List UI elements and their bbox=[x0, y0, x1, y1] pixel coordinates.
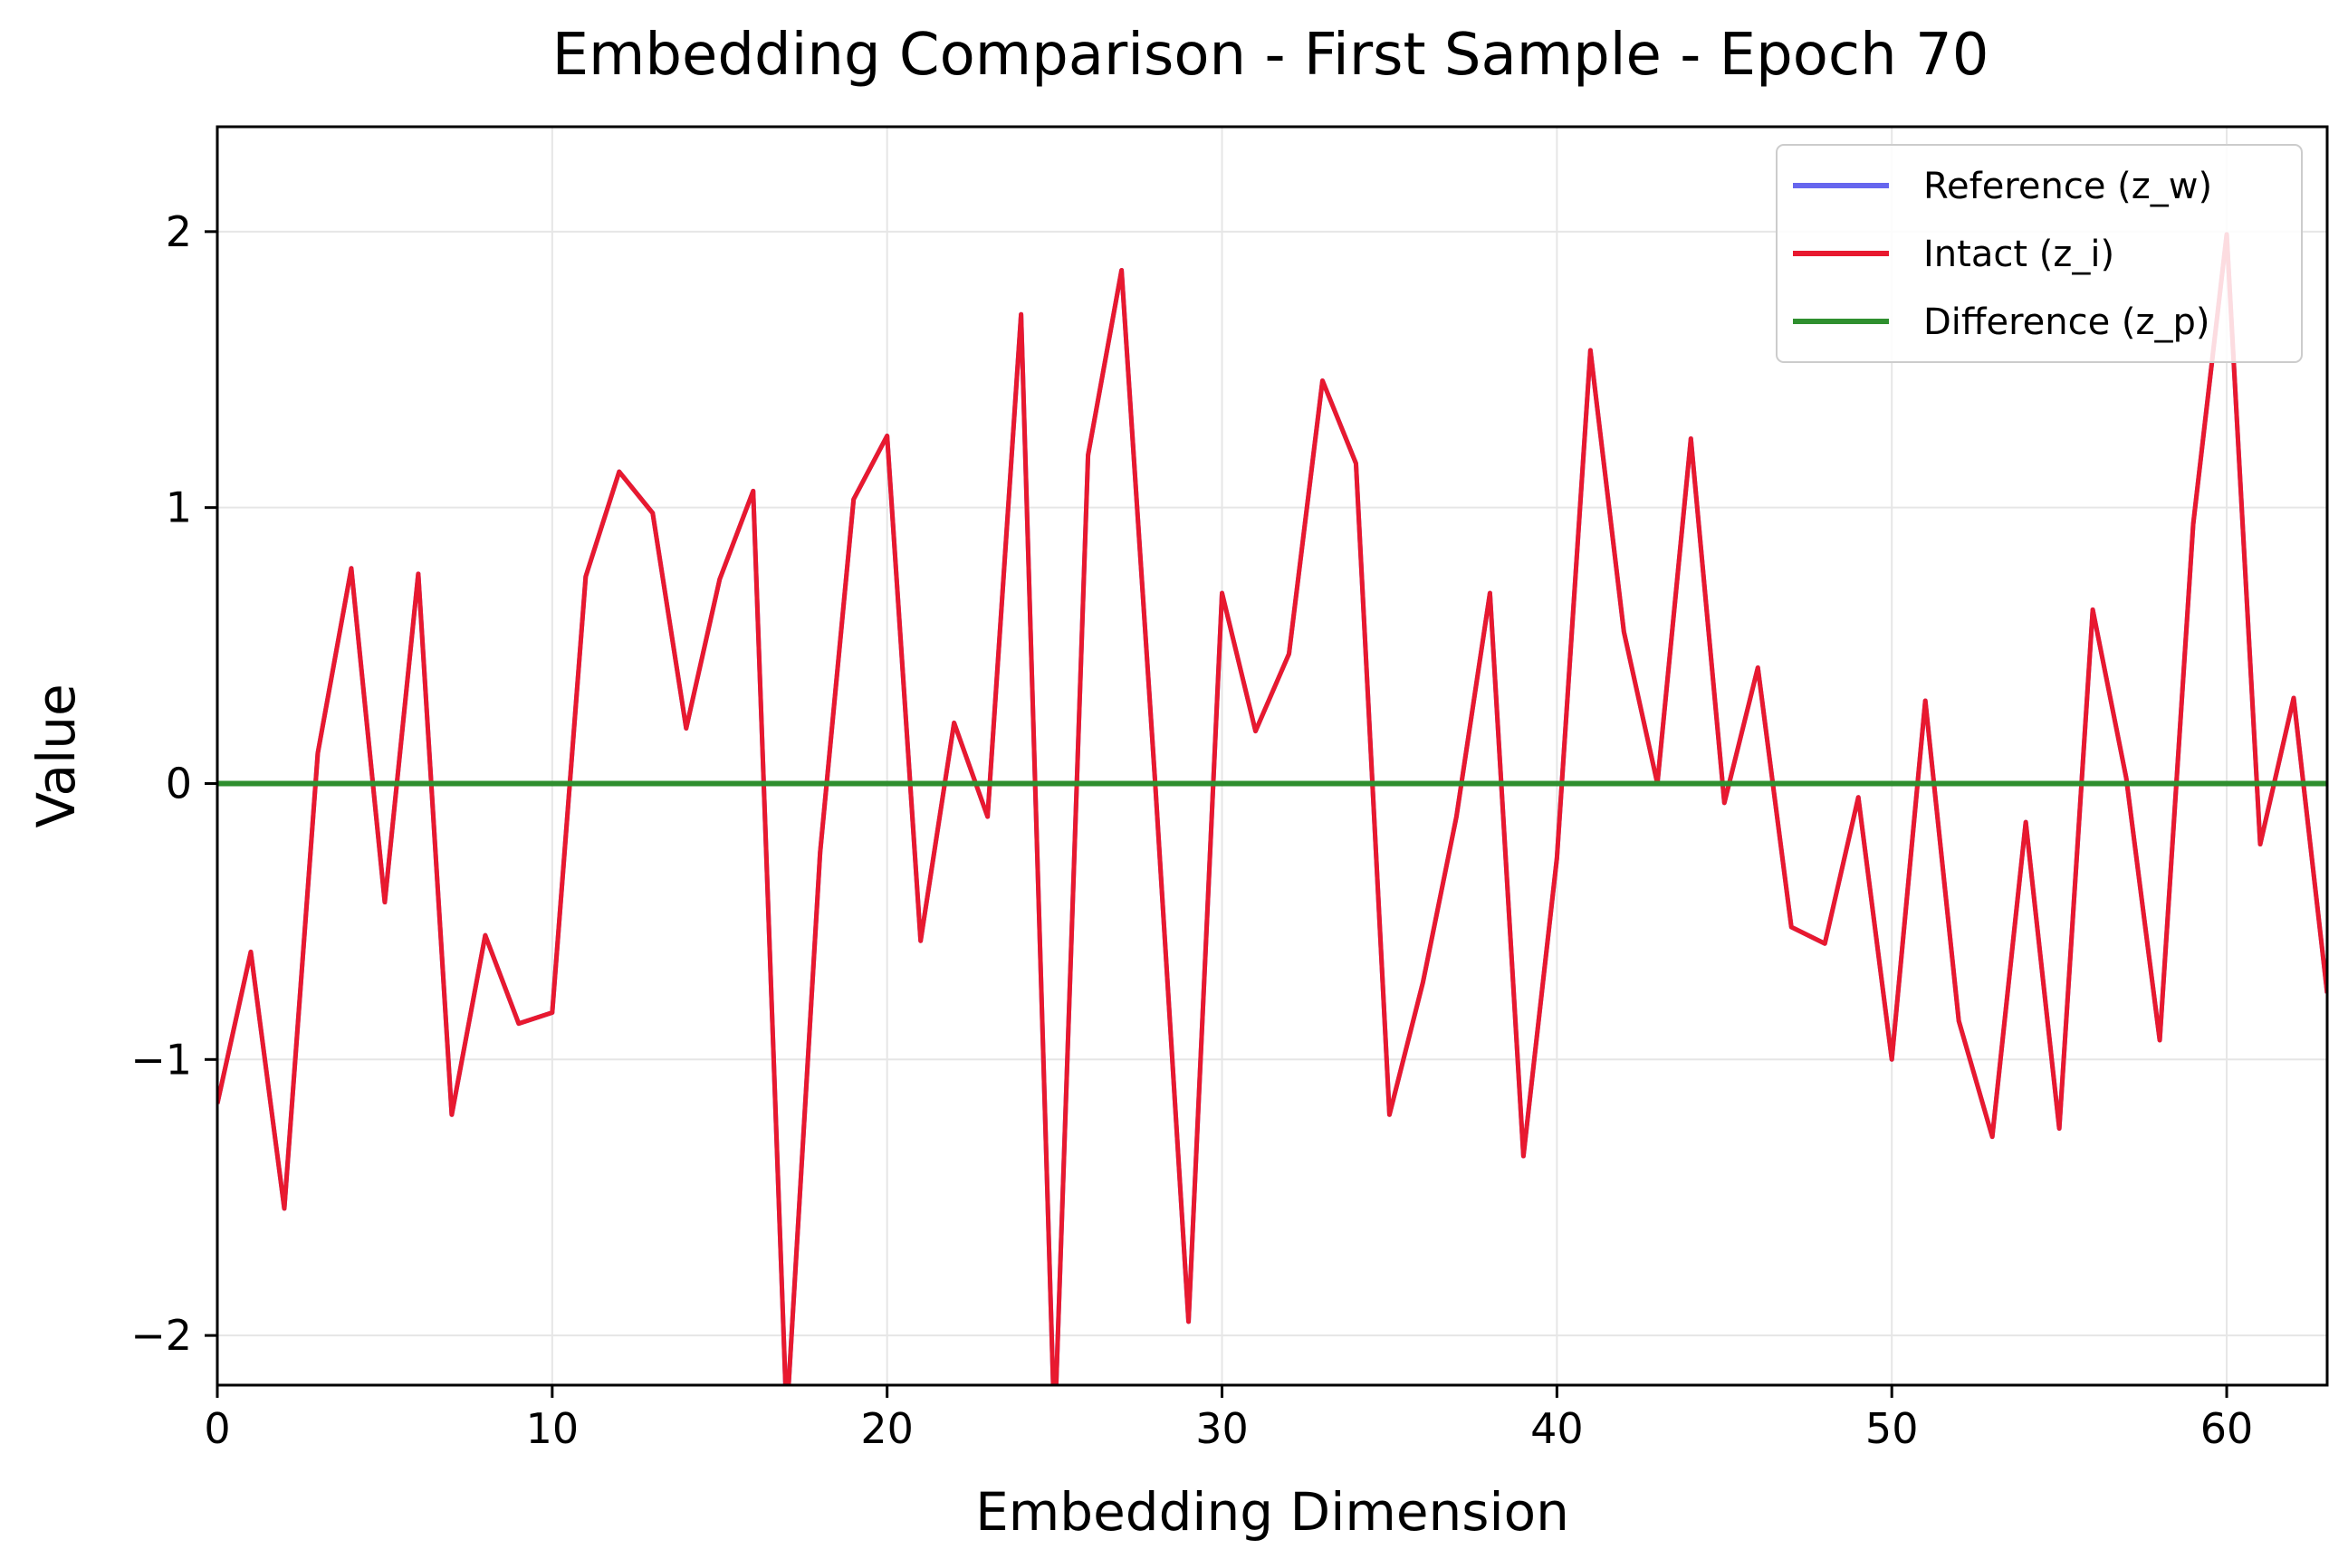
chart-title: Embedding Comparison - First Sample - Ep… bbox=[552, 22, 1989, 89]
x-tick-label: 0 bbox=[204, 1404, 230, 1453]
y-tick-label: 2 bbox=[166, 207, 192, 256]
x-tick-label: 30 bbox=[1195, 1404, 1249, 1453]
y-tick-label: −1 bbox=[130, 1035, 192, 1084]
y-tick-label: 1 bbox=[166, 483, 192, 532]
x-tick-label: 60 bbox=[2200, 1404, 2254, 1453]
y-axis-title: Value bbox=[25, 684, 87, 827]
axis-ticks: 0 10 20 30 40 50 60 −2 −1 0 1 2 bbox=[130, 207, 2253, 1453]
series-line-2 bbox=[217, 232, 2327, 1385]
series-line-1 bbox=[217, 232, 2327, 1385]
plot-frame bbox=[216, 125, 2329, 1387]
x-tick-label: 20 bbox=[860, 1404, 914, 1453]
y-tick-label: −2 bbox=[130, 1311, 192, 1360]
legend-label: Reference (z_w) bbox=[1923, 166, 2212, 207]
x-tick-label: 50 bbox=[1865, 1404, 1919, 1453]
y-tick-label: 0 bbox=[166, 759, 192, 808]
legend: Reference (z_w) Intact (z_i) Difference (z… bbox=[1776, 144, 2303, 363]
x-tick-label: 10 bbox=[526, 1404, 580, 1453]
legend-box bbox=[1776, 144, 2303, 363]
x-axis-title: Embedding Dimension bbox=[975, 1481, 1569, 1543]
x-tick-label: 40 bbox=[1530, 1404, 1584, 1453]
series-lines bbox=[217, 232, 2327, 1385]
legend-label: Intact (z_i) bbox=[1923, 234, 2114, 275]
legend-label: Difference (z_p) bbox=[1923, 301, 2210, 343]
